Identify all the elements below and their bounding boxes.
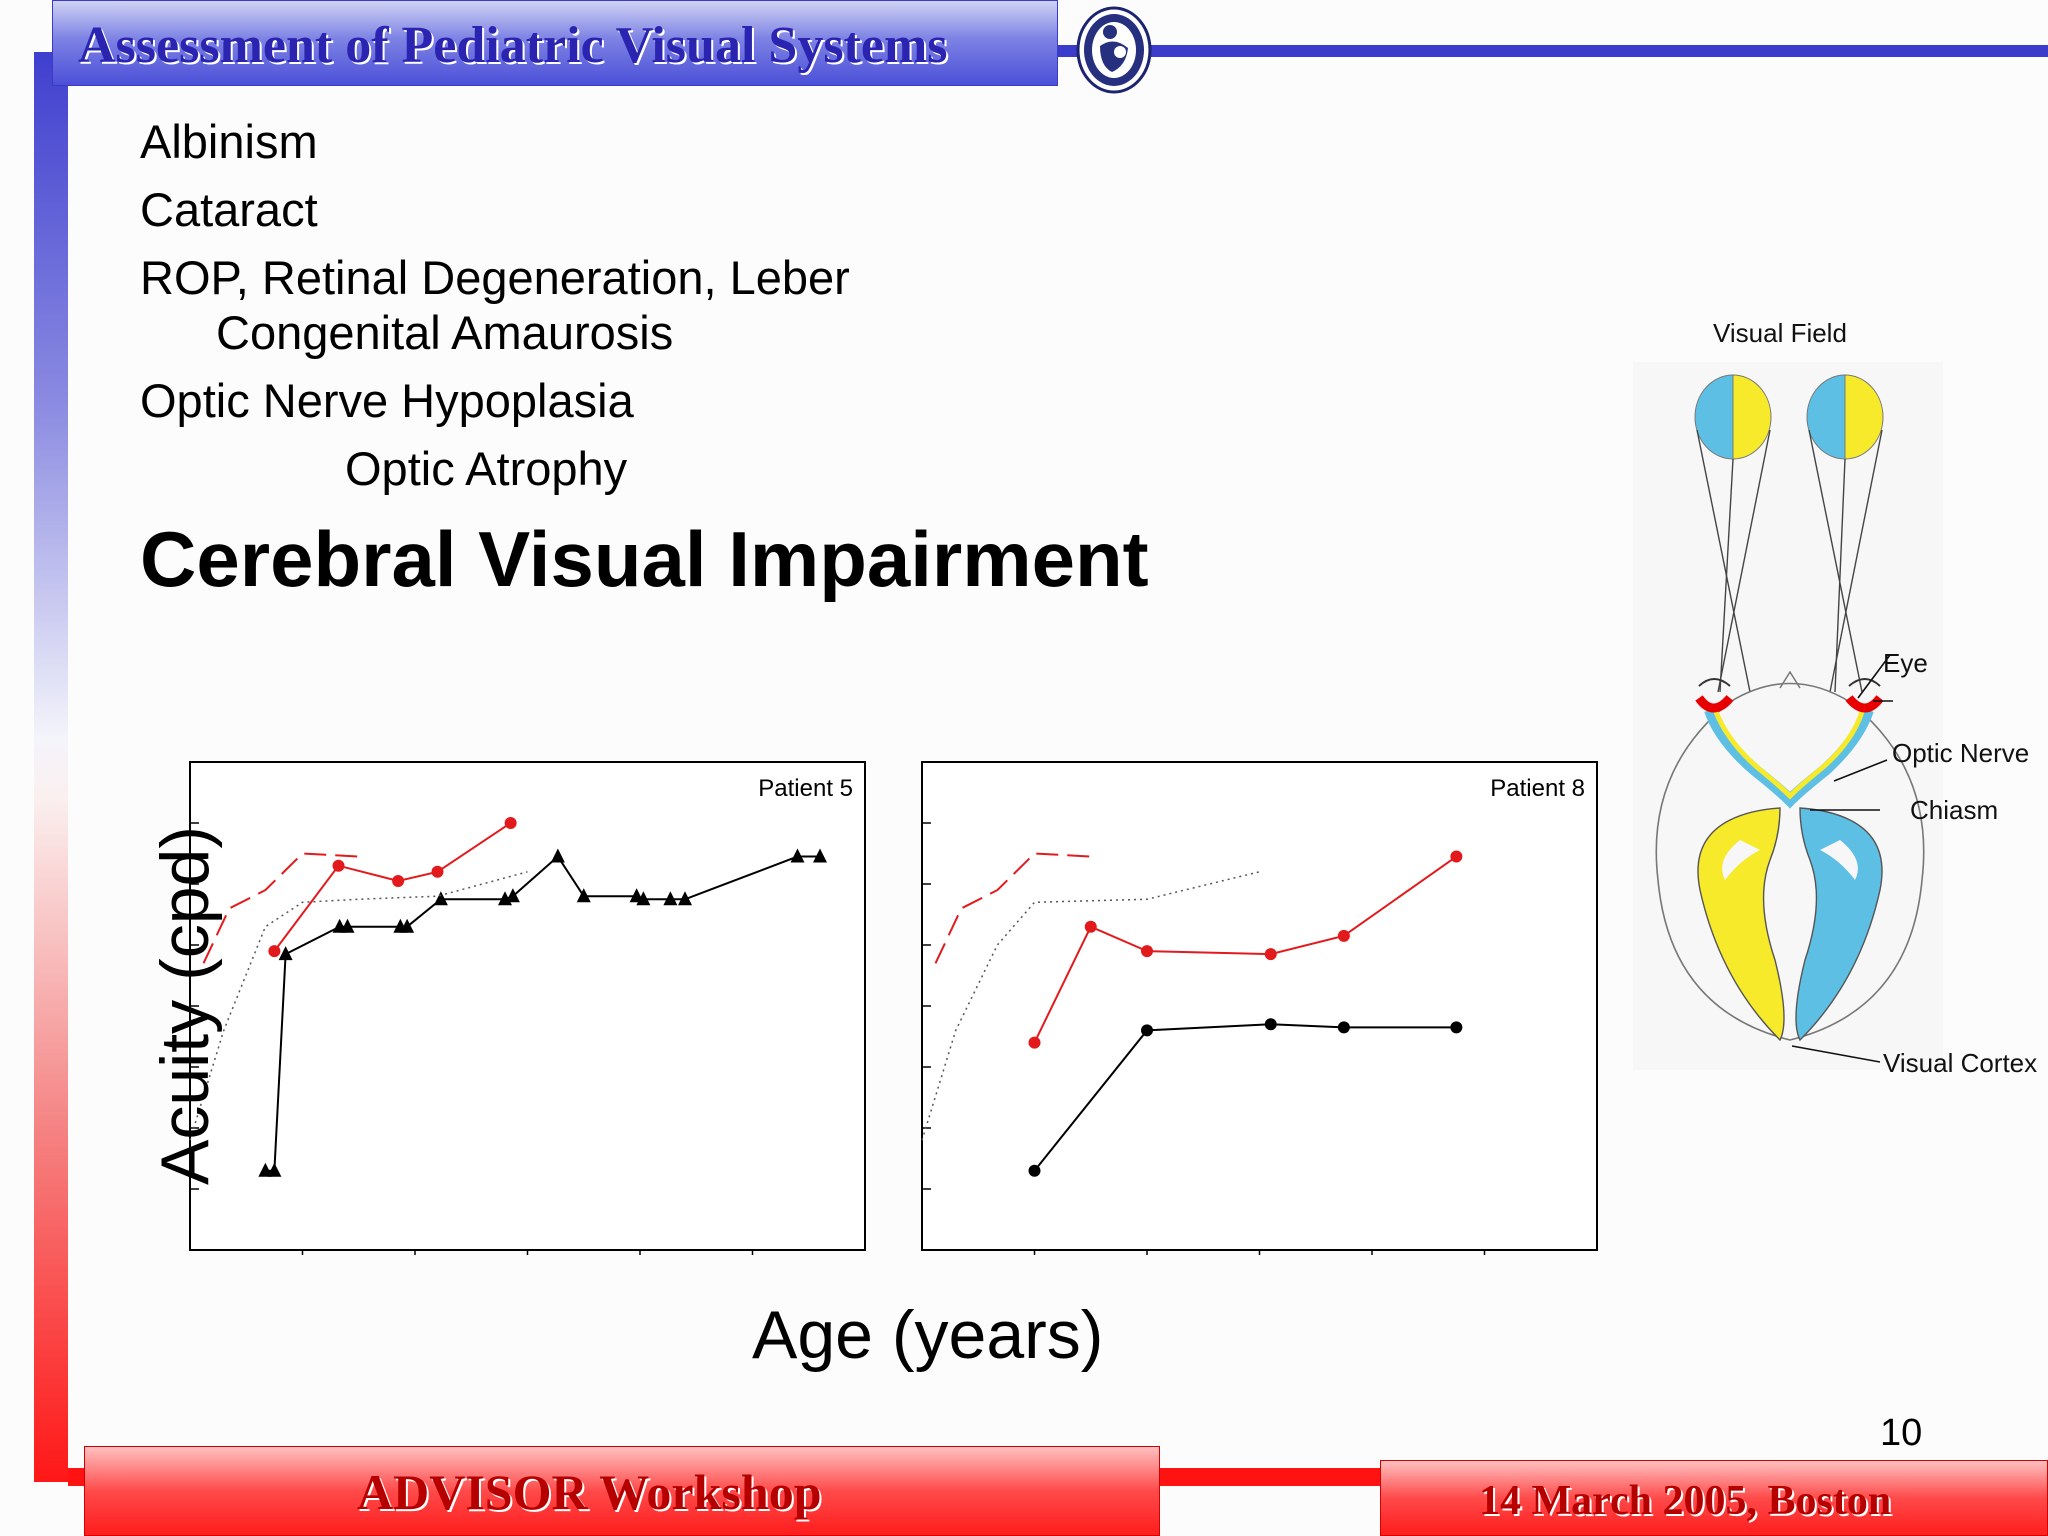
data-point [258,1162,273,1177]
footer-right-banner: 14 March 2005, Boston [1380,1460,2048,1536]
header-rule [1150,45,2048,57]
label-chiasm: Chiasm [1910,795,1998,825]
label-eye: Eye [1883,648,1928,678]
chart-title: Patient 5 [758,775,853,802]
label-visual-field: Visual Field [1713,320,1847,348]
plot-frame [189,761,866,1251]
footer-event-name: ADVISOR Workshop [357,1464,822,1520]
data-point [813,848,827,863]
x-axis-label: Age (years) [752,1297,1104,1373]
series-line [189,871,528,1141]
data-point [790,848,805,863]
data-point [505,888,520,903]
chart-patient-5: Patient 5 [189,761,866,1255]
data-point [1337,929,1350,942]
header-banner [52,0,1058,86]
data-point [278,946,293,961]
footer-left-banner: ADVISOR Workshop [84,1446,1160,1536]
data-point [678,891,692,906]
page-title: Assessment of Pediatric Visual Systems [78,17,948,74]
series-line [934,852,1091,964]
data-point [400,918,415,933]
y-axis-label: Acuity (cpd) [147,826,223,1185]
visual-field-right [1806,374,1884,460]
list-item-continuation: Congenital Amaurosis [216,306,674,359]
section-heading: Cerebral Visual Impairment [140,515,1149,603]
data-point [1264,948,1277,961]
data-point [1337,1021,1350,1034]
list-item: Optic Atrophy [345,442,628,495]
data-point [504,817,517,829]
mother-child-logo-icon [1076,6,1152,94]
data-point [1264,1018,1277,1031]
list-item: Cataract [140,183,318,236]
list-item: Albinism [140,115,318,168]
data-point [340,918,355,933]
data-point [1141,1024,1153,1037]
data-point [1141,945,1153,958]
visual-field-left [1694,374,1772,460]
data-point [550,848,565,863]
list-item: Optic Nerve Hypoplasia [140,374,634,427]
data-point [1450,850,1463,863]
data-point [1084,920,1097,933]
label-optic-nerve: Optic Nerve [1892,738,2029,768]
chart-patient-8: Patient 8 [921,761,1598,1255]
data-point [663,891,678,906]
footer-date-location: 14 March 2005, Boston [1479,1478,1892,1524]
page-number: 10 [1880,1412,1923,1454]
data-point [392,874,405,887]
data-point [431,865,444,878]
series-line [202,852,359,964]
plot-frame [921,761,1598,1251]
data-point [1028,1164,1041,1177]
data-point [433,891,448,906]
data-point [268,945,281,958]
visual-pathway-diagram: Visual Field Eye Optic Nerve Chiasm Visu… [1633,320,2037,1078]
series-line [1033,855,1457,1044]
data-point [1028,1036,1041,1049]
data-point [1450,1021,1463,1034]
data-point [267,1162,282,1177]
data-point [576,888,591,903]
list-item: ROP, Retinal Degeneration, Leber [140,251,850,304]
left-gradient-bar [34,52,68,1482]
data-point [636,891,651,906]
data-point [332,859,345,872]
label-visual-cortex: Visual Cortex [1883,1048,2037,1078]
chart-title: Patient 8 [1490,775,1585,802]
